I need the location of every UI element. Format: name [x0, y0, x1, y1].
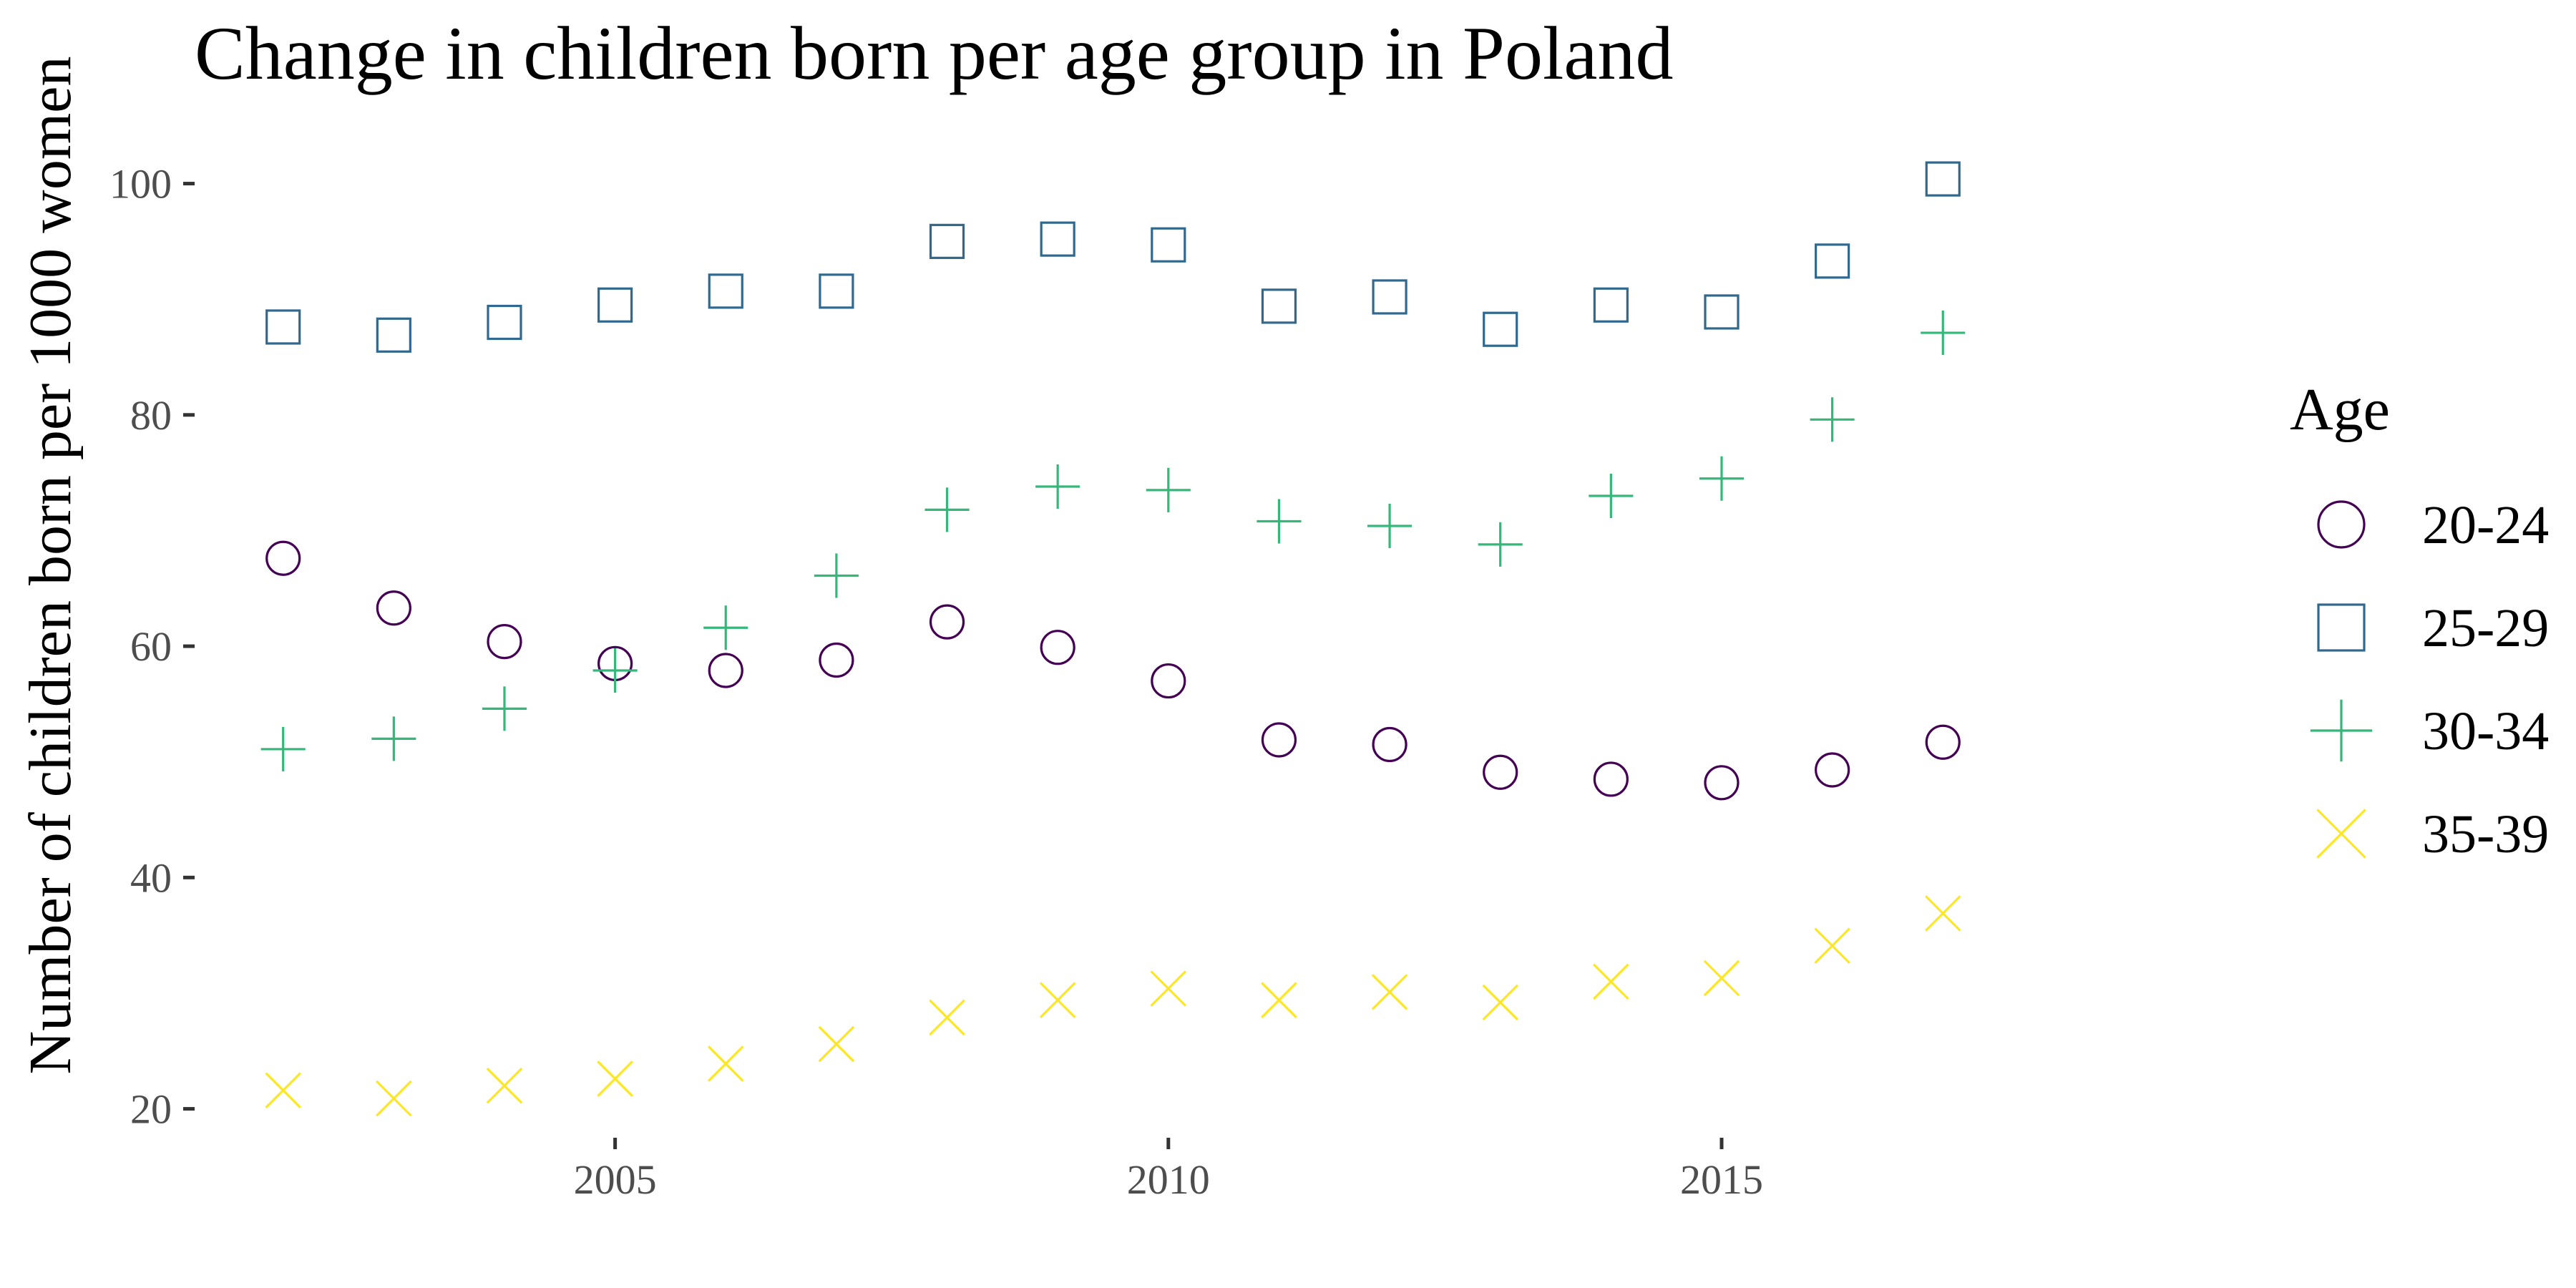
- data-point: [1810, 397, 1855, 442]
- data-point: [376, 590, 411, 626]
- data-point: [929, 604, 965, 640]
- data-point: [1150, 970, 1187, 1007]
- data-point: [818, 1025, 855, 1063]
- legend-items: 20-24 25-29 30-34 35-39: [2310, 495, 2549, 864]
- legend-item: 25-29: [2317, 598, 2549, 658]
- data-point: [707, 1045, 744, 1082]
- data-point: [1372, 279, 1407, 315]
- legend-key: [2310, 699, 2373, 762]
- data-point: [260, 726, 306, 771]
- series-20-24: [265, 540, 1961, 801]
- y-tick-label: 60: [130, 623, 172, 670]
- data-point: [1040, 221, 1075, 257]
- data-point: [1921, 311, 1966, 356]
- series-25-29: [265, 161, 1961, 353]
- data-point: [1593, 287, 1629, 323]
- chart-title: Change in children born per age group in…: [195, 11, 1673, 95]
- y-tick-label: 40: [130, 854, 172, 901]
- data-point: [1367, 503, 1413, 549]
- series-35-39: [265, 895, 1961, 1117]
- data-point: [1814, 927, 1850, 964]
- data-point: [1035, 464, 1080, 509]
- legend-item: 35-39: [2316, 804, 2549, 864]
- data-point: [1593, 761, 1629, 797]
- legend: Age 20-24 25-29 30-34 35-39: [2290, 376, 2549, 864]
- series-30-34: [260, 311, 1966, 771]
- x-tick-label: 2005: [574, 1156, 657, 1203]
- y-tick-label: 100: [109, 161, 172, 208]
- legend-key: [2317, 603, 2366, 652]
- data-point: [819, 273, 854, 309]
- data-point: [1151, 227, 1186, 263]
- data-point: [1483, 754, 1518, 790]
- data-point: [708, 273, 743, 309]
- data-point: [376, 317, 411, 353]
- y-tick-label: 20: [130, 1086, 172, 1133]
- data-point: [703, 605, 748, 650]
- data-point: [487, 624, 522, 660]
- legend-title: Age: [2290, 376, 2390, 443]
- data-point: [1815, 752, 1850, 788]
- y-axis: 20 40 60 80 100: [109, 161, 195, 1133]
- data-point: [597, 1060, 633, 1097]
- legend-label: 25-29: [2422, 598, 2549, 658]
- data-point: [592, 648, 638, 693]
- data-point: [1039, 982, 1076, 1018]
- data-point: [265, 1072, 301, 1109]
- legend-label: 35-39: [2422, 804, 2549, 864]
- data-point: [1593, 963, 1629, 1000]
- data-point: [1482, 984, 1518, 1021]
- data-point: [1925, 161, 1961, 197]
- data-point: [1478, 522, 1523, 567]
- data-point: [265, 309, 301, 345]
- legend-item: 20-24: [2317, 495, 2549, 555]
- data-point: [597, 287, 633, 323]
- x-tick-label: 2010: [1127, 1156, 1210, 1203]
- y-axis-title: Number of children born per 1000 women: [17, 57, 84, 1075]
- legend-key: [2317, 500, 2366, 549]
- data-point: [1372, 726, 1407, 763]
- data-point: [1704, 294, 1740, 330]
- data-point: [1924, 895, 1961, 932]
- data-point: [708, 653, 743, 688]
- data-point: [1704, 765, 1740, 801]
- data-point: [819, 642, 854, 678]
- data-point: [929, 999, 965, 1036]
- x-tick-label: 2015: [1680, 1156, 1763, 1203]
- data-point: [1261, 722, 1297, 758]
- x-axis: 2005 2010 2015: [574, 1138, 1763, 1203]
- plot-points: [260, 161, 1966, 1117]
- data-point: [1261, 288, 1297, 324]
- data-point: [265, 540, 301, 576]
- legend-item: 30-34: [2310, 699, 2549, 762]
- data-point: [486, 1067, 523, 1104]
- data-point: [1146, 467, 1191, 512]
- data-point: [1257, 499, 1302, 544]
- data-point: [1040, 630, 1075, 665]
- y-tick-label: 80: [130, 392, 172, 439]
- legend-label: 30-34: [2422, 701, 2549, 761]
- data-point: [1261, 982, 1297, 1018]
- data-point: [1815, 243, 1850, 279]
- data-point: [376, 1080, 412, 1117]
- data-point: [1151, 663, 1186, 699]
- data-point: [487, 304, 522, 341]
- legend-key: [2316, 809, 2366, 859]
- data-point: [929, 223, 965, 259]
- data-point: [1483, 311, 1518, 347]
- data-point: [924, 487, 970, 532]
- data-point: [1371, 974, 1408, 1010]
- data-point: [1703, 960, 1740, 997]
- data-point: [482, 686, 527, 731]
- data-point: [1699, 456, 1745, 501]
- data-point: [1589, 473, 1634, 519]
- legend-label: 20-24: [2422, 495, 2549, 555]
- data-point: [814, 553, 859, 598]
- data-point: [1925, 724, 1961, 760]
- data-point: [371, 716, 416, 761]
